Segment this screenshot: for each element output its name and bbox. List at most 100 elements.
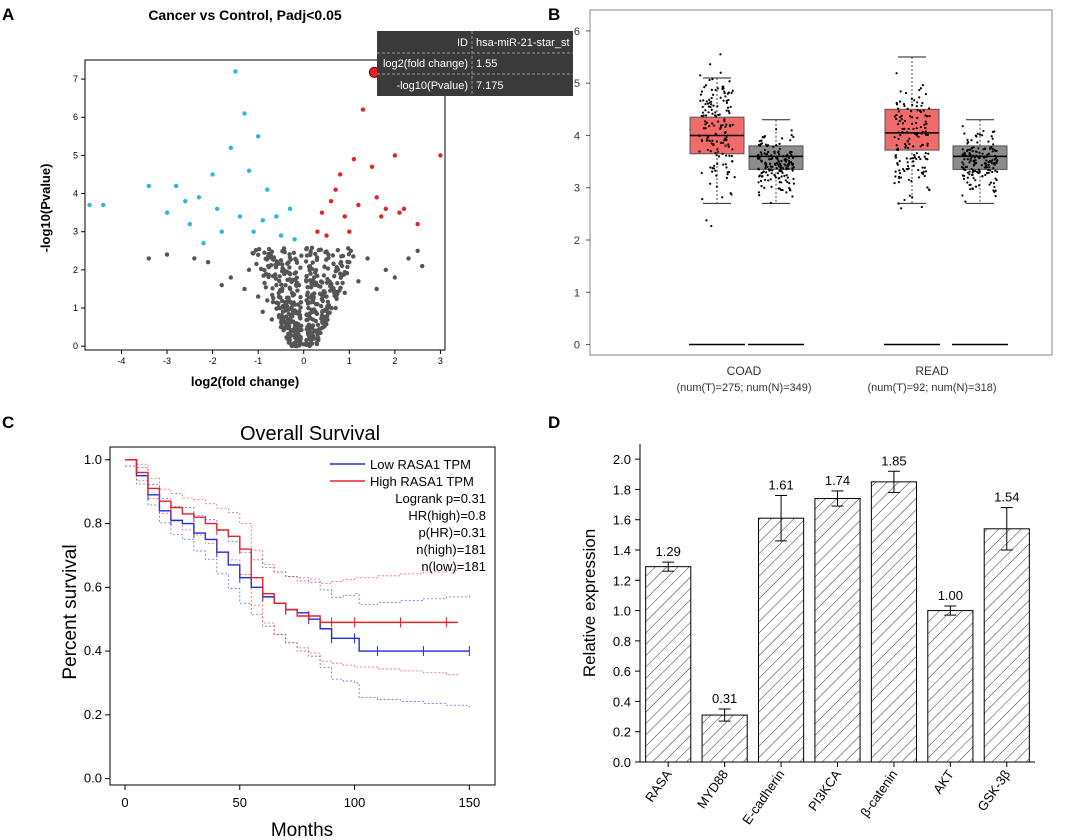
jitter-point [767, 179, 770, 182]
volcano-frame [84, 59, 446, 351]
data-point [304, 312, 309, 317]
jitter-point [792, 166, 795, 169]
jitter-point [703, 120, 707, 123]
data-point [246, 168, 252, 173]
jitter-point [911, 157, 915, 160]
jitter-point [778, 177, 781, 180]
jitter-point [769, 157, 773, 161]
jitter-point [729, 192, 732, 195]
jitter-point [776, 172, 780, 175]
jitter-point [897, 107, 900, 110]
data-point [279, 298, 285, 304]
jitter-point [969, 159, 972, 162]
jitter-point [972, 177, 975, 180]
jitter-point [706, 148, 709, 152]
value-label: 1.00 [938, 588, 963, 603]
jitter-point [894, 156, 898, 159]
data-point [276, 301, 281, 306]
jitter-point [911, 103, 914, 107]
jitter-point [961, 161, 964, 164]
jitter-point [995, 178, 998, 182]
tooltip-value-id: hsa-miR-21-star_st [476, 37, 570, 49]
jitter-point [911, 196, 914, 199]
jitter-point [700, 171, 703, 175]
jitter-point [924, 120, 927, 123]
jitter-point [708, 125, 711, 128]
data-point [320, 320, 325, 325]
data-point [333, 187, 338, 192]
jitter-point [970, 156, 973, 159]
jitter-point [723, 120, 726, 123]
jitter-point [987, 163, 990, 167]
jitter-point [766, 144, 770, 147]
data-point [310, 260, 315, 265]
data-point [329, 281, 334, 287]
jitter-point [983, 147, 987, 150]
jitter-point [992, 143, 995, 146]
tooltip-value-fc: 1.55 [476, 58, 497, 70]
data-point [280, 286, 285, 291]
jitter-point [898, 176, 901, 180]
jitter-point [716, 162, 719, 166]
jitter-point [981, 134, 984, 137]
data-point [281, 328, 286, 333]
jitter-point [763, 152, 766, 155]
jitter-point [764, 143, 767, 146]
data-point [383, 267, 388, 273]
jitter-point [760, 153, 763, 156]
jitter-point [771, 169, 774, 172]
jitter-point [759, 179, 763, 183]
jitter-point [715, 174, 718, 177]
jitter-point [925, 122, 928, 125]
jitter-point [973, 162, 977, 165]
survival-frame [109, 446, 496, 786]
group-sublabel-coad: (num(T)=275; num(N)=349) [676, 382, 811, 394]
value-label: 1.61 [768, 477, 793, 492]
jitter-point [765, 171, 768, 174]
data-point [187, 221, 193, 227]
jitter-point [713, 114, 717, 117]
jitter-point [770, 172, 773, 175]
jitter-point [708, 101, 711, 104]
survival-title: Overall Survival [240, 423, 380, 445]
jitter-point [988, 166, 991, 169]
jitter-point [777, 151, 780, 154]
data-point [219, 282, 224, 288]
jitter-point [712, 144, 715, 147]
data-point [317, 291, 323, 296]
data-point [146, 256, 151, 261]
jitter-point [708, 98, 711, 101]
jitter-point [893, 136, 896, 139]
data-point [294, 275, 299, 280]
jitter-point [729, 105, 732, 109]
jitter-point [716, 105, 719, 108]
data-point [304, 274, 309, 279]
jitter-point [993, 154, 997, 157]
jitter-point [770, 185, 773, 188]
jitter-point [960, 166, 964, 169]
jitter-point [767, 155, 770, 158]
jitter-point [928, 107, 931, 110]
data-point [345, 246, 351, 251]
jitter-point [970, 147, 973, 150]
data-point [173, 183, 179, 189]
data-point [294, 260, 300, 265]
jitter-point [966, 171, 969, 174]
jitter-point [978, 170, 981, 173]
jitter-point [775, 156, 778, 159]
jitter-point [922, 170, 925, 173]
jitter-point [972, 154, 975, 157]
x-tick-label: 0 [301, 356, 306, 366]
jitter-point [968, 148, 972, 151]
data-point [298, 300, 304, 305]
jitter-point [772, 145, 775, 148]
data-point [330, 253, 336, 258]
jitter-point [911, 122, 914, 125]
jitter-point [702, 127, 705, 130]
jitter-point [792, 177, 795, 181]
jitter-point [984, 162, 987, 166]
jitter-point [962, 163, 965, 166]
category-label: E-cadherin [739, 767, 787, 827]
jitter-point [900, 207, 903, 210]
jitter-point [727, 91, 730, 94]
